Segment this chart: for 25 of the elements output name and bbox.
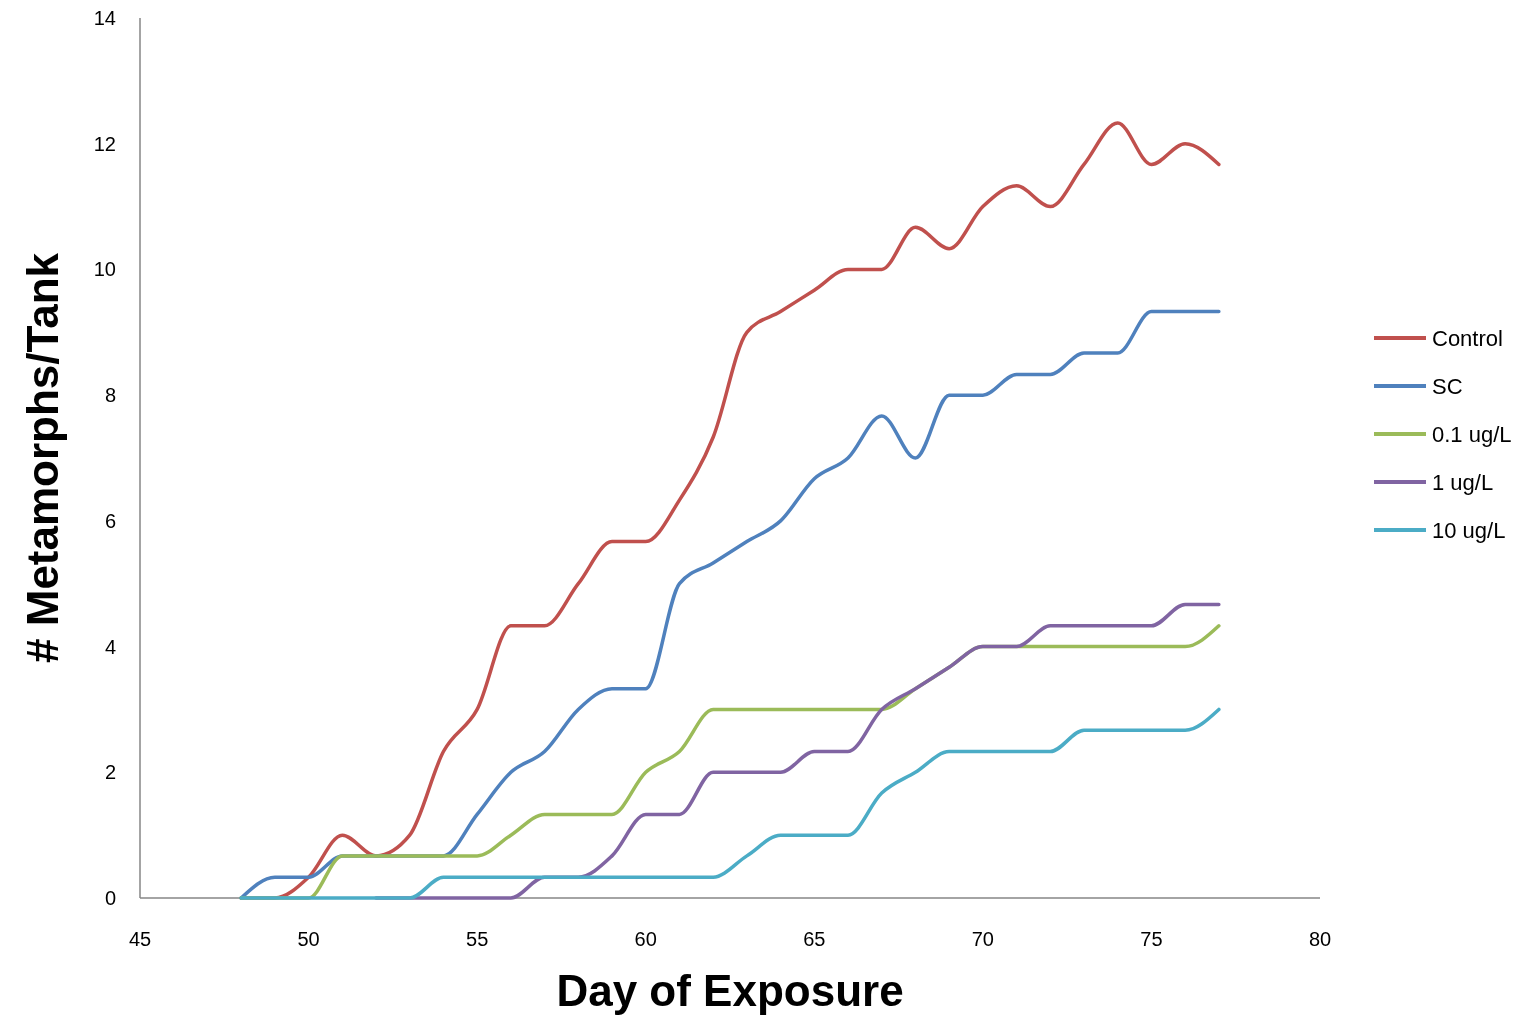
legend-label: SC [1432, 373, 1463, 399]
legend-label: Control [1432, 325, 1503, 351]
line-series [239, 707, 1221, 900]
x-tick-label: 75 [1140, 928, 1163, 950]
x-tick-label: 80 [1308, 928, 1332, 950]
legend-label: 0.1 ug/L [1432, 421, 1512, 447]
x-tick-label: 65 [803, 928, 826, 950]
x-tick-label: 60 [634, 928, 657, 950]
x-tick-label: 50 [297, 928, 320, 950]
line-series [239, 309, 1221, 900]
x-tick-label: 55 [466, 928, 489, 950]
x-tick-label: 45 [128, 928, 152, 950]
x-axis-title: Day of Exposure [556, 966, 904, 1015]
y-tick-label: 4 [104, 635, 116, 658]
y-tick-label: 8 [104, 384, 116, 407]
y-tick-label: 14 [93, 7, 116, 29]
y-tick-label: 2 [104, 761, 116, 784]
x-tick-label: 70 [971, 928, 994, 950]
y-tick-label: 10 [93, 258, 116, 281]
y-tick-label: 0 [104, 887, 116, 909]
y-axis-title: # Metamorphs/Tank [18, 252, 67, 663]
legend-label: 10 ug/L [1432, 517, 1506, 543]
legend-label: 1 ug/L [1432, 469, 1494, 495]
y-tick-label: 12 [93, 132, 116, 155]
y-tick-label: 6 [104, 509, 116, 532]
